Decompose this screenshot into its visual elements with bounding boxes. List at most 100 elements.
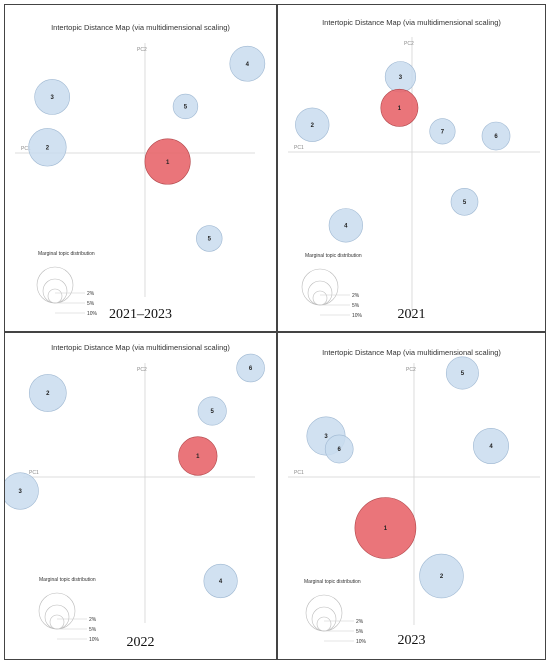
year-caption: 2023 — [397, 633, 426, 648]
pc1-axis-label: PC1 — [294, 470, 304, 476]
topic-bubble-5 — [172, 93, 199, 120]
topic-label-2: 2 — [46, 146, 50, 152]
legend-title: Marginal topic distribution — [305, 253, 362, 259]
legend-circle — [38, 592, 76, 630]
pc2-axis-label: PC2 — [137, 367, 147, 373]
topic-label-2: 2 — [311, 123, 315, 129]
legend-size-label: 10% — [89, 637, 100, 643]
legend-circle — [307, 280, 333, 306]
topic-label-4: 4 — [246, 62, 250, 68]
legend-size-label: 10% — [87, 311, 98, 317]
topic-bubble-5 — [197, 396, 227, 426]
topic-label-3: 3 — [399, 75, 403, 81]
topic-label-2: 2 — [46, 391, 50, 397]
topic-bubble-6 — [236, 353, 265, 383]
topic-label-6: 6 — [249, 366, 253, 372]
topic-label-1: 1 — [166, 160, 170, 166]
topic-label-3: 3 — [19, 489, 23, 495]
year-caption: 2021–2023 — [109, 307, 172, 322]
legend-title: Marginal topic distribution — [38, 251, 95, 257]
intertopic-map-svg: PC1 PC2 3 2 4 5 1 5 Marginal topic distribution 2… — [15, 43, 266, 317]
pc2-axis-label: PC2 — [404, 41, 414, 47]
legend-title: Marginal topic distribution — [39, 577, 96, 583]
chart-title: Intertopic Distance Map (via multidimens… — [51, 23, 230, 32]
topic-bubble-2 — [419, 553, 464, 599]
topic-bubble-2 — [295, 107, 330, 142]
topic-label-3: 3 — [324, 434, 328, 440]
topic-label-1: 1 — [384, 526, 388, 532]
topic-bubble-4 — [203, 563, 238, 599]
legend-size-label: 5% — [356, 629, 364, 635]
legend-circle — [49, 614, 65, 630]
pc1-axis-label: PC1 — [294, 145, 304, 151]
year-caption: 2021 — [397, 307, 426, 322]
legend-circle — [312, 290, 328, 306]
topic-label-6: 6 — [494, 134, 498, 140]
topic-bubble-3 — [5, 472, 39, 510]
legend-circle — [316, 616, 332, 632]
topic-bubble-1 — [380, 88, 419, 127]
topic-label-3: 3 — [51, 95, 55, 101]
legend-size-label: 2% — [87, 291, 95, 297]
legend-circle — [36, 266, 74, 304]
topic-label-5: 5 — [208, 237, 212, 243]
legend-circle — [42, 278, 68, 304]
pc1-axis-label: PC1 — [29, 470, 39, 476]
topic-bubble-7 — [429, 118, 456, 145]
legend-size-label: 2% — [356, 619, 364, 625]
intertopic-map-svg: PC1 PC2 3 1 2 7 6 5 4 Marginal topic distribution… — [288, 37, 540, 319]
legend-circle — [301, 268, 339, 306]
year-caption: 2022 — [126, 635, 155, 650]
topic-bubble-1 — [144, 138, 191, 185]
panel-2023: Intertopic Distance Map (via multidimens… — [277, 332, 546, 660]
topic-label-7: 7 — [441, 130, 445, 136]
topic-label-1: 1 — [196, 454, 200, 460]
legend-size-label: 5% — [87, 301, 95, 307]
topic-label-5: 5 — [461, 371, 465, 377]
topic-bubble-4 — [229, 45, 266, 82]
topic-bubble-5 — [445, 356, 479, 390]
chart-title: Intertopic Distance Map (via multidimens… — [322, 348, 501, 357]
legend-circle — [47, 288, 63, 304]
topic-label-4: 4 — [344, 224, 348, 230]
topic-bubble-3 — [34, 79, 71, 115]
legend-size-label: 5% — [352, 303, 360, 309]
panel-2021: Intertopic Distance Map (via multidimens… — [277, 4, 546, 332]
legend-size-label: 5% — [89, 627, 97, 633]
pc1-axis-label: PC1 — [21, 146, 31, 152]
topic-label-5: 5 — [463, 200, 467, 206]
topic-bubble-1 — [178, 436, 218, 476]
chart-title: Intertopic Distance Map (via multidimens… — [322, 18, 501, 27]
legend-size-label: 2% — [352, 293, 360, 299]
legend-circle — [305, 594, 343, 632]
topic-bubble-1 — [354, 497, 417, 559]
legend-circle — [44, 604, 70, 630]
pc2-axis-label: PC2 — [137, 47, 147, 53]
topic-label-4: 4 — [489, 444, 493, 450]
topic-bubble-2 — [28, 128, 67, 167]
topic-bubble-4 — [473, 428, 509, 464]
legend-size-label: 10% — [352, 313, 363, 319]
intertopic-map-svg: PC1 PC2 5 3 6 4 1 2 Marginal topic distribution 2… — [288, 356, 540, 645]
topic-label-6: 6 — [338, 447, 342, 453]
legend-circle — [311, 606, 337, 632]
topic-label-4: 4 — [219, 579, 223, 585]
topic-label-1: 1 — [398, 106, 402, 112]
legend-title: Marginal topic distribution — [304, 579, 361, 585]
legend-size-label: 2% — [89, 617, 97, 623]
panel-2021-2023: Intertopic Distance Map (via multidimens… — [4, 4, 277, 332]
topic-label-5: 5 — [184, 105, 188, 111]
topic-bubble-2 — [28, 374, 67, 412]
intertopic-map-svg: PC1 PC2 2 6 5 1 3 4 Marginal topic distribution 2… — [5, 353, 265, 643]
topic-bubble-6 — [324, 434, 354, 464]
pc2-axis-label: PC2 — [406, 367, 416, 373]
legend-size-label: 10% — [356, 639, 367, 645]
chart-title: Intertopic Distance Map (via multidimens… — [51, 343, 230, 352]
panel-2022: Intertopic Distance Map (via multidimens… — [4, 332, 277, 660]
topic-label-2: 2 — [440, 574, 444, 580]
topic-bubble-5 — [196, 225, 223, 252]
topic-bubble-6 — [481, 121, 511, 151]
topic-bubble-5 — [450, 188, 479, 216]
topic-label-5: 5 — [211, 409, 215, 415]
topic-bubble-4 — [328, 208, 363, 243]
